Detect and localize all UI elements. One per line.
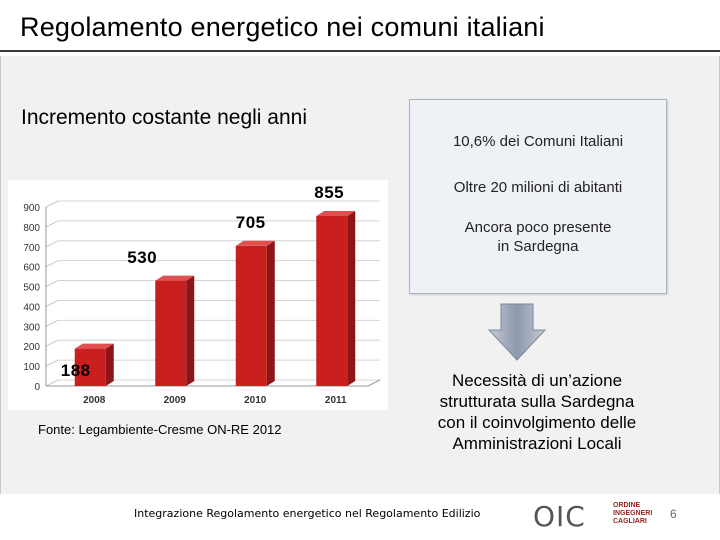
conclusion-text: Necessità di un’azione strutturata sulla… [408, 370, 666, 454]
y-tick-label: 400 [23, 302, 40, 313]
x-tick-label: 2009 [164, 395, 187, 406]
bar-side [347, 210, 356, 386]
page-number: 6 [670, 507, 677, 521]
logo-text: ORDINE INGEGNERI CAGLIARI [613, 502, 652, 526]
y-tick-label: 200 [23, 342, 40, 353]
y-tick-label: 800 [23, 223, 40, 234]
y-tick-label: 900 [23, 203, 40, 214]
bar-front [155, 280, 187, 386]
grid-diagonal [45, 299, 59, 307]
y-tick-label: 700 [23, 243, 40, 254]
bar-top [74, 343, 114, 349]
x-axis-depth [367, 379, 381, 387]
x-tick-label: 2010 [244, 395, 267, 406]
y-tick-label: 500 [23, 283, 40, 294]
y-tick-label: 600 [23, 263, 40, 274]
info-percent: 10,6% dei Comuni Italiani [452, 133, 624, 150]
logo-text-line-1: ORDINE [613, 502, 641, 509]
bar-2010 [235, 240, 275, 386]
conclusion-line-3: con il coinvolgimento delle [437, 413, 637, 432]
value-label-2011: 855 [314, 182, 345, 202]
bar-side [186, 275, 195, 386]
logo-text-line-2: INGEGNERI [613, 510, 653, 517]
grid-diagonal [45, 379, 59, 387]
bar-side [105, 343, 114, 386]
value-label-2010: 705 [235, 212, 266, 232]
source-note: Fonte: Legambiente-Cresme ON-RE 2012 [38, 422, 282, 437]
grid-diagonal [45, 280, 59, 288]
footer-text: Integrazione Regolamento energetico nel … [134, 507, 481, 520]
section-subtitle: Incremento costante negli anni [21, 106, 308, 129]
bar-top [235, 240, 275, 246]
bar-side [266, 240, 275, 386]
grid-diagonal [45, 220, 59, 228]
info-population: Oltre 20 milioni di abitanti [453, 179, 623, 196]
oic-logo: OIC ORDINE INGEGNERI CAGLIARI [533, 500, 652, 536]
x-tick-label: 2011 [325, 395, 347, 406]
bar-chart-svg: 0 100 200 300 400 500 600 700 800 900 2008 2009 2010… [8, 180, 388, 410]
grid-diagonal [45, 339, 59, 347]
bar-top [155, 275, 195, 281]
bar-2008 [74, 343, 114, 386]
x-tick-label: 2008 [83, 395, 106, 406]
logo-text-line-3: CAGLIARI [613, 518, 647, 525]
slide-title: Regolamento energetico nei comuni italia… [20, 12, 545, 42]
bar-chart: 0 100 200 300 400 500 600 700 800 900 2008 2009 2010… [8, 180, 388, 410]
conclusion-line-1: Necessità di un’azione [451, 371, 623, 390]
bar-2011 [316, 210, 356, 386]
info-sardinia-1: Ancora poco presente [464, 219, 612, 236]
y-tick-label: 0 [34, 382, 40, 393]
grid-diagonal [45, 319, 59, 327]
bar-top [316, 210, 356, 216]
y-tick-label: 300 [23, 322, 40, 333]
conclusion-line-4: Amministrazioni Locali [452, 434, 622, 453]
value-label-2009: 530 [127, 247, 158, 267]
bar-2009 [155, 275, 195, 386]
grid-diagonal [45, 359, 59, 367]
grid-diagonal [45, 200, 59, 208]
down-arrow-icon [487, 302, 547, 362]
y-tick-label: 100 [23, 362, 40, 373]
bar-front [316, 215, 348, 386]
title-divider [0, 50, 720, 52]
conclusion-line-2: strutturata sulla Sardegna [439, 392, 635, 411]
bar-front [74, 348, 106, 386]
logo-mark: OIC [533, 500, 586, 533]
info-box: 10,6% dei Comuni Italiani Oltre 20 milio… [409, 99, 667, 294]
grid-diagonal [45, 260, 59, 268]
grid-diagonal [45, 240, 59, 248]
info-sardinia-2: in Sardegna [497, 238, 579, 255]
bar-front [235, 245, 267, 386]
value-label-2008: 188 [60, 360, 91, 380]
